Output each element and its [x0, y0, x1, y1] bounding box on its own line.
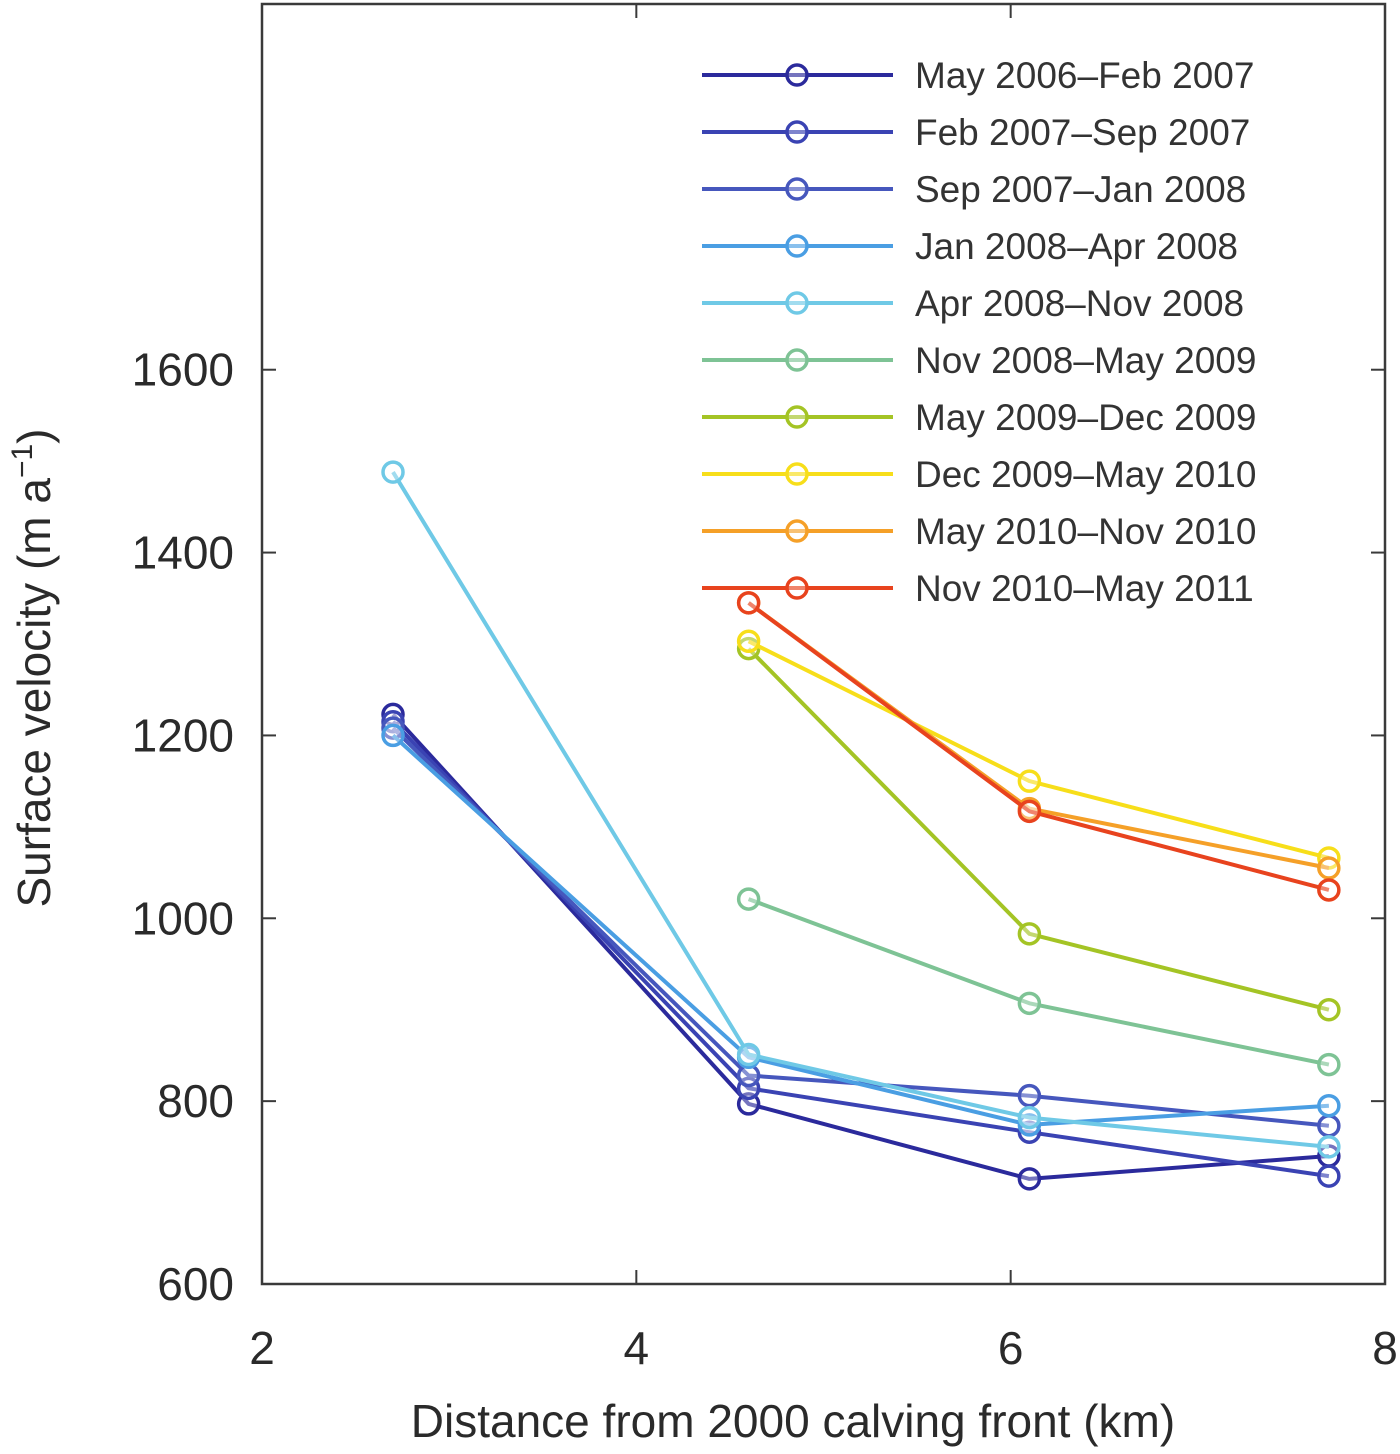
x-tick-label: 6 — [998, 1322, 1024, 1374]
series-line — [747, 897, 1330, 1067]
data-point — [1317, 878, 1341, 902]
legend-label: Nov 2008–May 2009 — [915, 340, 1256, 381]
legend-label: Jan 2008–Apr 2008 — [915, 226, 1238, 267]
data-point — [736, 591, 761, 615]
legend-label: May 2009–Dec 2009 — [915, 397, 1256, 438]
data-point — [381, 460, 405, 484]
data-point — [1017, 769, 1042, 793]
data-point — [381, 723, 405, 748]
series-group — [736, 636, 1341, 1022]
data-point — [1317, 997, 1341, 1022]
series-line — [747, 639, 1330, 860]
legend-swatch-marker — [785, 120, 809, 144]
data-point — [1017, 1105, 1042, 1130]
data-point — [1317, 1093, 1341, 1118]
data-point — [1017, 991, 1042, 1016]
y-tick-label: 1200 — [132, 709, 234, 761]
legend-label: May 2006–Feb 2007 — [915, 55, 1254, 96]
data-point — [1317, 1052, 1341, 1077]
legend-swatch-marker — [785, 177, 809, 201]
series-group — [381, 723, 1341, 1137]
legend-entry: Nov 2008–May 2009 — [702, 340, 1256, 381]
data-point — [1317, 1135, 1341, 1159]
legend-label: Dec 2009–May 2010 — [915, 454, 1256, 495]
y-tick-label: 800 — [157, 1075, 234, 1127]
data-point — [736, 1042, 761, 1067]
legend-label: Apr 2008–Nov 2008 — [915, 283, 1244, 324]
y-axis-title: Surface velocity (m a−1) — [6, 428, 60, 907]
legend-entry: Apr 2008–Nov 2008 — [702, 283, 1244, 324]
y-axis-title-close: ) — [8, 428, 60, 443]
x-tick-label: 8 — [1372, 1322, 1398, 1374]
tick-labels: 2 4 6 8 600 800 1000 1200 1400 1600 — [132, 344, 1398, 1374]
legend-swatch-marker — [785, 63, 809, 87]
legend-entry: Dec 2009–May 2010 — [702, 454, 1256, 495]
legend-entry: May 2010–Nov 2010 — [702, 511, 1256, 552]
x-tick-label: 4 — [624, 1322, 650, 1374]
legend-label: Nov 2010–May 2011 — [915, 568, 1254, 609]
series-group — [381, 460, 1341, 1159]
series-group — [736, 887, 1341, 1077]
series-group — [736, 591, 1341, 880]
legend-swatch-marker — [785, 576, 809, 600]
legend-label: Sep 2007–Jan 2008 — [915, 169, 1246, 210]
data-point — [1017, 1167, 1042, 1191]
data-point — [381, 716, 405, 740]
series-group — [381, 716, 1341, 1138]
data-point — [1317, 856, 1341, 880]
y-tick-label: 1000 — [132, 892, 234, 944]
legend-entry: Sep 2007–Jan 2008 — [702, 169, 1246, 210]
x-axis-title: Distance from 2000 calving front (km) — [411, 1395, 1175, 1447]
legend-swatch-marker — [785, 291, 809, 315]
legend-entry: Jan 2008–Apr 2008 — [702, 226, 1238, 267]
series-group — [736, 629, 1341, 870]
plot-area — [260, 2, 1387, 1286]
series-lines — [381, 460, 1341, 1191]
series-line — [391, 471, 1330, 1149]
data-point — [1017, 1083, 1042, 1108]
y-tick-label: 1400 — [132, 527, 234, 579]
legend-swatch-marker — [785, 405, 809, 429]
series-line — [391, 733, 1330, 1127]
data-point — [1317, 1114, 1341, 1138]
legend-swatch-marker — [785, 519, 809, 543]
axis-ticks — [261, 4, 1386, 1285]
series-line — [391, 720, 1330, 1179]
legend-entry: May 2009–Dec 2009 — [702, 397, 1256, 438]
y-axis-title-superscript: −1 — [6, 444, 39, 478]
y-tick-label: 600 — [157, 1258, 234, 1310]
legend-label: Feb 2007–Sep 2007 — [915, 112, 1250, 153]
legend-swatch-marker — [785, 462, 809, 486]
legend-swatch-marker — [785, 234, 809, 258]
legend-entry: Feb 2007–Sep 2007 — [702, 112, 1250, 153]
legend: May 2006–Feb 2007 Feb 2007–Sep 2007 Sep 20… — [702, 55, 1256, 609]
legend-entry: May 2006–Feb 2007 — [702, 55, 1254, 96]
series-line — [391, 726, 1330, 1128]
legend-swatch-marker — [785, 348, 809, 372]
legend-entry: Nov 2010–May 2011 — [702, 568, 1254, 609]
y-tick-label: 1600 — [132, 344, 234, 396]
data-point — [1017, 922, 1042, 946]
plot-frame — [260, 2, 1387, 1286]
data-point — [736, 887, 761, 911]
series-group — [736, 591, 1341, 902]
series-line — [391, 713, 1330, 1181]
legend-label: May 2010–Nov 2010 — [915, 511, 1256, 552]
data-point — [1017, 799, 1042, 824]
data-point — [1317, 1164, 1341, 1188]
series-line — [747, 647, 1330, 1012]
x-tick-label: 2 — [249, 1322, 275, 1374]
series-line — [747, 601, 1330, 892]
y-axis-title-main: Surface velocity (m a — [8, 478, 60, 908]
data-point — [736, 629, 761, 654]
